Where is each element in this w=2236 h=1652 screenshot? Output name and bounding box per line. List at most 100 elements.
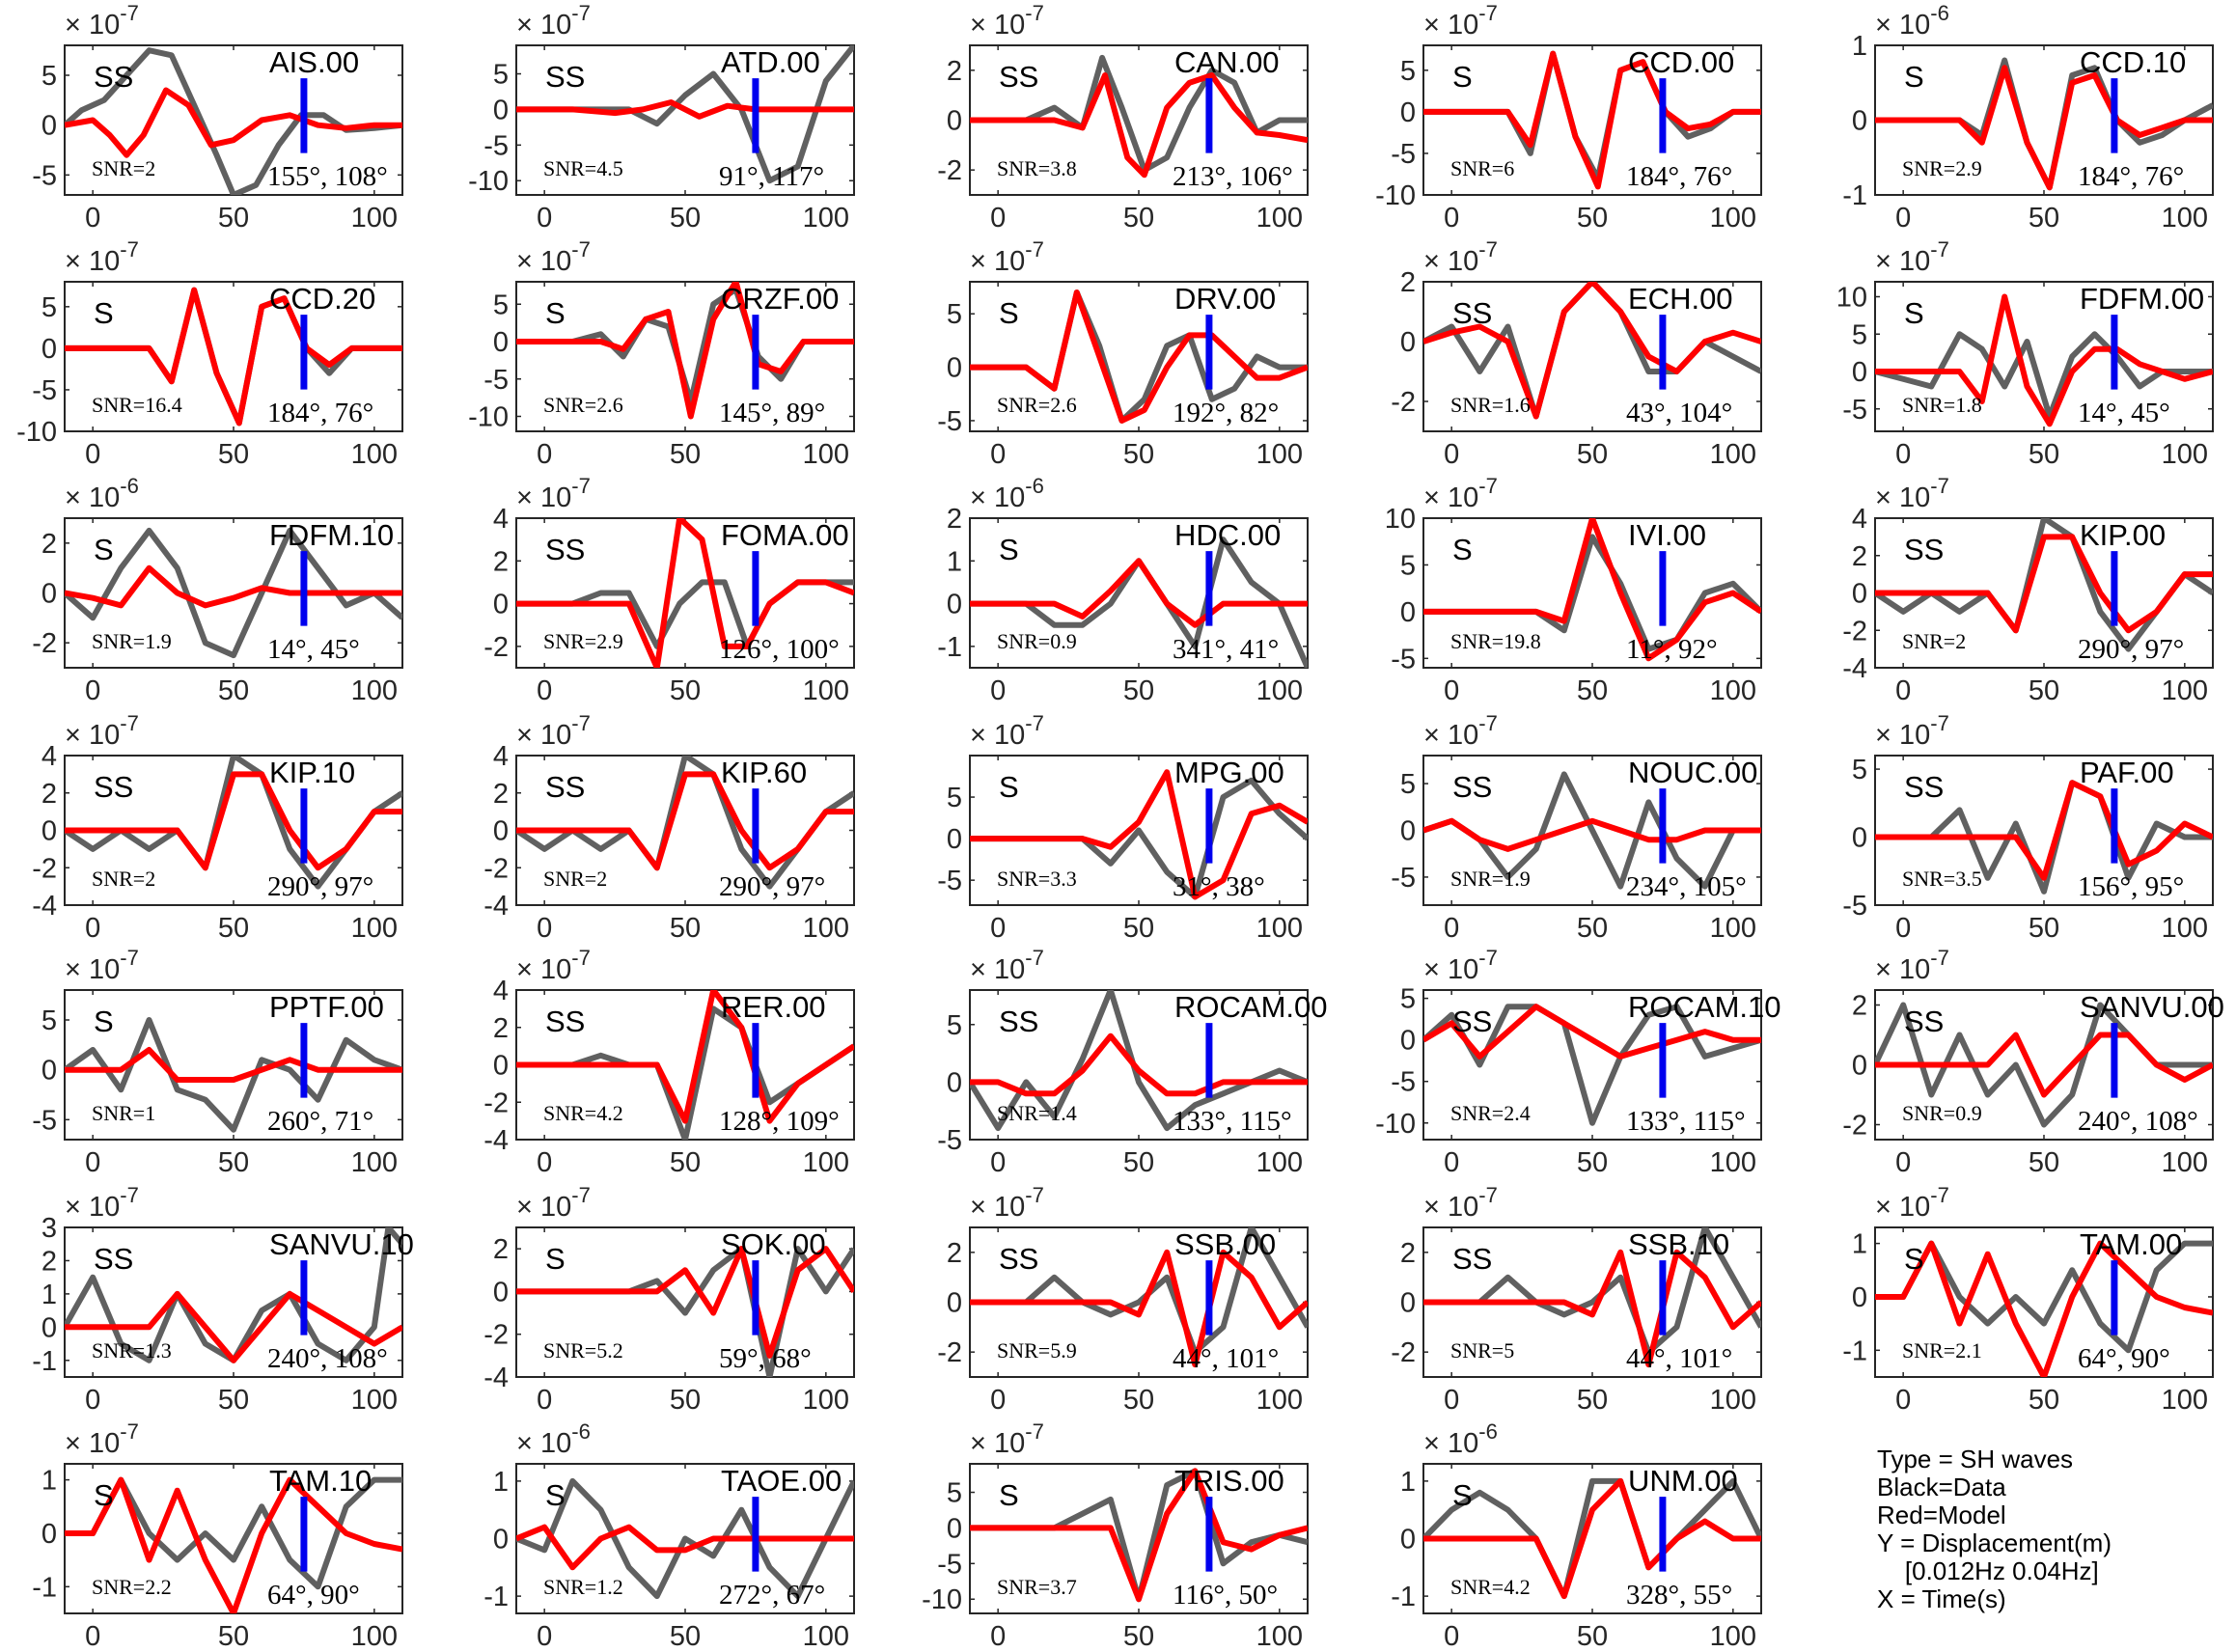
y-tick-label: 2 bbox=[947, 1238, 962, 1269]
y-exponent-label: × 10-7 bbox=[1875, 474, 1949, 513]
model-trace bbox=[1423, 1477, 1761, 1600]
x-tick-label: 100 bbox=[803, 1621, 849, 1652]
panel-CCD.10: 0 50 100 -1 0 1 × 10-6 CCD.10 S SNR=2.9 184°, 76° bbox=[1842, 1, 2214, 234]
angle-label: 43°, 104° bbox=[1626, 398, 1732, 428]
panel-RER.00: 0 50 100 -4 -2 0 2 4× 10-7 RER.00 SS SNR=4.2 128°, … bbox=[483, 946, 855, 1178]
panel-CCD.20: 0 50 100 -10 -5 0 5 × 10-7 CCD.20 S SNR=16.4 184°, … bbox=[16, 237, 403, 470]
station-label: SSB.10 bbox=[1628, 1227, 1729, 1261]
model-trace bbox=[1423, 1004, 1761, 1060]
station-label: TAM.00 bbox=[2080, 1227, 2182, 1261]
y-tick-label: 5 bbox=[493, 289, 509, 320]
phase-label: S bbox=[94, 533, 114, 566]
y-tick-label: -10 bbox=[468, 402, 509, 433]
x-tick-label: 0 bbox=[85, 1385, 100, 1416]
x-tick-label: 0 bbox=[85, 913, 100, 944]
snr-label: SNR=2.6 bbox=[543, 393, 623, 417]
phase-label: S bbox=[545, 296, 566, 330]
phase-label: SS bbox=[999, 1242, 1038, 1276]
phase-label: S bbox=[1452, 1478, 1473, 1512]
snr-label: SNR=2.4 bbox=[1450, 1101, 1531, 1125]
snr-label: SNR=2 bbox=[1902, 629, 1966, 653]
x-tick-label: 100 bbox=[803, 203, 849, 234]
y-tick-label: 2 bbox=[493, 1013, 509, 1044]
angle-label: 341°, 41° bbox=[1173, 634, 1279, 665]
y-exponent-label: × 10-7 bbox=[1423, 946, 1498, 985]
panel-TAM.00: 0 50 100 -1 0 1 × 10-7 TAM.00 S SNR=2.1 64°, 90° bbox=[1842, 1183, 2214, 1416]
angle-label: 11°, 92° bbox=[1626, 634, 1718, 665]
x-tick-label: 50 bbox=[218, 1147, 249, 1178]
y-tick-label: -2 bbox=[483, 632, 509, 663]
panel-PAF.00: 0 50 100 -5 0 5 × 10-7 PAF.00 SS SNR=3.5 156°, 95° bbox=[1842, 711, 2214, 944]
phase-label: SS bbox=[545, 60, 585, 94]
y-tick-label: 0 bbox=[41, 334, 57, 365]
station-label: IVI.00 bbox=[1628, 518, 1706, 552]
x-tick-label: 100 bbox=[351, 1385, 398, 1416]
y-tick-label: 1 bbox=[1852, 1229, 1867, 1260]
model-trace bbox=[1423, 1249, 1761, 1368]
y-tick-label: 5 bbox=[493, 60, 509, 91]
model-trace bbox=[65, 87, 402, 158]
angle-label: 240°, 108° bbox=[2078, 1106, 2198, 1137]
phase-label: SS bbox=[999, 60, 1038, 94]
y-tick-label: -2 bbox=[937, 1337, 962, 1368]
x-tick-label: 100 bbox=[2162, 1385, 2208, 1416]
panel-FDFM.00: 0 50 100 -5 0 5 10 × 10-7 FDFM.00 S SNR=1.8 14°, 45… bbox=[1836, 237, 2214, 470]
y-tick-label: -5 bbox=[1391, 1067, 1416, 1098]
y-tick-label: 2 bbox=[41, 779, 57, 810]
y-tick-label: -1 bbox=[1842, 1335, 1867, 1366]
y-tick-label: -4 bbox=[483, 891, 509, 922]
model-trace bbox=[516, 99, 854, 120]
y-tick-label: 0 bbox=[41, 1312, 57, 1343]
data-trace bbox=[65, 47, 402, 195]
x-tick-label: 50 bbox=[1577, 913, 1608, 944]
angle-label: 213°, 106° bbox=[1173, 161, 1293, 192]
y-tick-label: -5 bbox=[483, 365, 509, 396]
x-tick-label: 0 bbox=[1895, 675, 1911, 706]
y-tick-label: -2 bbox=[1391, 387, 1416, 418]
x-tick-label: 50 bbox=[1577, 439, 1608, 470]
snr-label: SNR=3.7 bbox=[997, 1575, 1077, 1599]
angle-label: 272°, 67° bbox=[719, 1580, 825, 1611]
x-tick-label: 100 bbox=[351, 913, 398, 944]
phase-label: SS bbox=[94, 1242, 133, 1276]
snr-label: SNR=5.2 bbox=[543, 1338, 623, 1363]
station-label: FDFM.10 bbox=[269, 518, 394, 552]
snr-label: SNR=6 bbox=[1450, 156, 1514, 180]
snr-label: SNR=3.5 bbox=[1902, 867, 1982, 891]
x-tick-label: 50 bbox=[670, 1147, 701, 1178]
y-tick-label: 4 bbox=[493, 976, 509, 1006]
angle-label: 290°, 97° bbox=[267, 871, 373, 902]
x-tick-label: 100 bbox=[1256, 913, 1303, 944]
x-tick-label: 50 bbox=[670, 1621, 701, 1652]
panel-KIP.60: 0 50 100 -4 -2 0 2 4× 10-7 KIP.60 SS SNR=2 290°, 97… bbox=[483, 711, 855, 944]
legend-type: Type = SH waves bbox=[1877, 1445, 2074, 1473]
model-trace bbox=[1423, 518, 1761, 662]
x-tick-label: 50 bbox=[218, 1385, 249, 1416]
y-exponent-label: × 10-7 bbox=[516, 946, 591, 985]
y-tick-label: 0 bbox=[493, 816, 509, 847]
angle-label: 126°, 100° bbox=[719, 634, 840, 665]
y-exponent-label: × 10-7 bbox=[1875, 1183, 1949, 1223]
model-trace bbox=[1875, 1240, 2213, 1377]
station-label: KIP.60 bbox=[721, 756, 807, 789]
snr-label: SNR=4.2 bbox=[543, 1101, 623, 1125]
data-trace bbox=[516, 1477, 854, 1600]
panel-ECH.00: 0 50 100 -2 0 2× 10-7 ECH.00 SS SNR=1.6 43°, 104° bbox=[1391, 237, 1762, 470]
x-tick-label: 0 bbox=[1895, 1385, 1911, 1416]
x-tick-label: 100 bbox=[351, 439, 398, 470]
y-tick-label: 2 bbox=[1852, 541, 1867, 572]
legend-text: Type = SH waves Black=Data Red=Model Y =… bbox=[1877, 1446, 2112, 1613]
y-exponent-label: × 10-7 bbox=[970, 237, 1044, 277]
snr-label: SNR=3.8 bbox=[997, 156, 1077, 180]
x-tick-label: 50 bbox=[1123, 439, 1154, 470]
x-tick-label: 0 bbox=[85, 439, 100, 470]
y-tick-label: -5 bbox=[937, 1125, 962, 1156]
y-exponent-label: × 10-7 bbox=[970, 1419, 1044, 1459]
x-tick-label: 50 bbox=[1577, 1385, 1608, 1416]
x-tick-label: 100 bbox=[351, 203, 398, 234]
y-tick-label: 2 bbox=[41, 1246, 57, 1277]
y-tick-label: 0 bbox=[1852, 106, 1867, 137]
y-tick-label: -2 bbox=[483, 1088, 509, 1118]
angle-label: 184°, 76° bbox=[1626, 161, 1732, 192]
angle-label: 290°, 97° bbox=[2078, 634, 2184, 665]
